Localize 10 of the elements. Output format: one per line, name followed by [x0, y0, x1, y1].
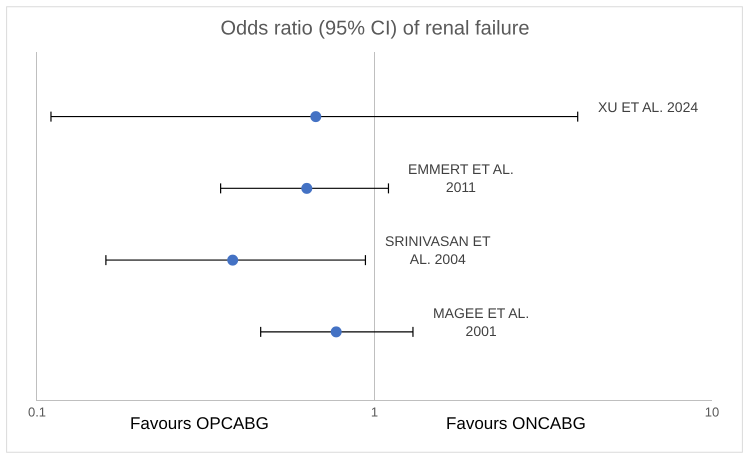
chart-title: Odds ratio (95% CI) of renal failure	[220, 18, 530, 40]
text: Favours OPCABG	[130, 414, 269, 433]
text: Favours ONCABG	[446, 414, 586, 433]
x-tick-label: 1	[370, 404, 378, 420]
y-tick-label: EMMERT ET AL. 2011	[408, 161, 514, 196]
y-tick-label: MAGEE ET AL. 2001	[433, 305, 530, 340]
y-tick-label: SRINIVASAN ET AL. 2004	[385, 233, 491, 268]
x-tick-label: 10	[704, 404, 720, 420]
y-tick-label: XU ET AL. 2024	[598, 99, 698, 115]
x-tick-label: 0.1	[28, 404, 46, 420]
